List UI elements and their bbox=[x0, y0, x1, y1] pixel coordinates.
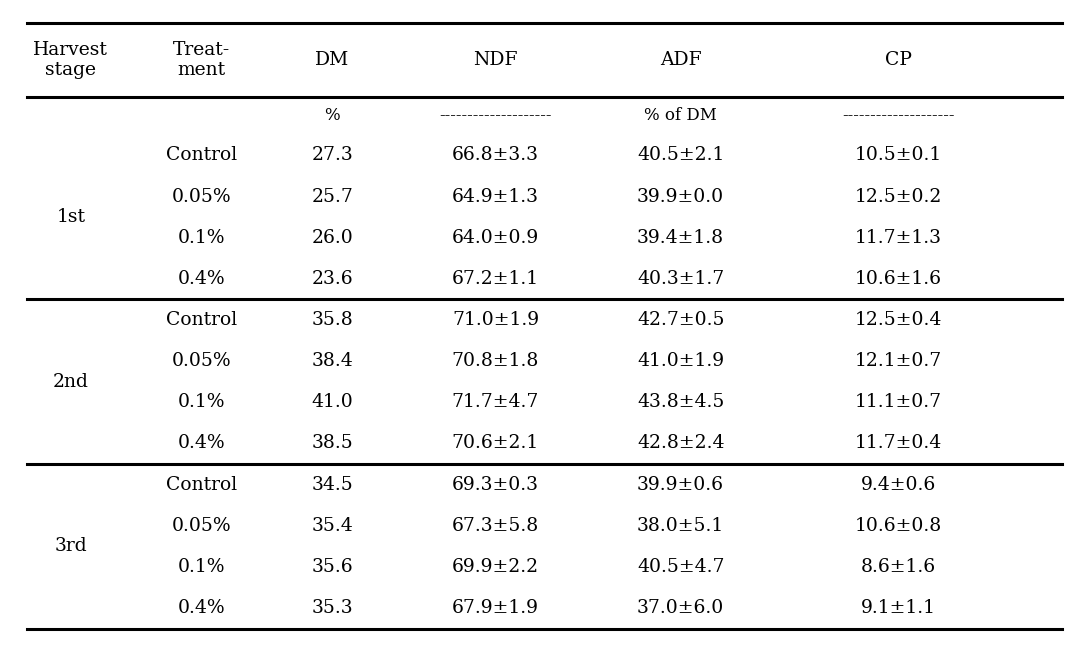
Text: 41.0: 41.0 bbox=[311, 393, 353, 411]
Text: Treat-
ment: Treat- ment bbox=[173, 41, 230, 79]
Text: 12.5±0.2: 12.5±0.2 bbox=[855, 187, 942, 205]
Text: 35.3: 35.3 bbox=[311, 599, 353, 617]
Text: 35.8: 35.8 bbox=[311, 311, 353, 329]
Text: 25.7: 25.7 bbox=[311, 187, 353, 205]
Text: Control: Control bbox=[166, 146, 237, 165]
Text: 10.6±1.6: 10.6±1.6 bbox=[855, 270, 942, 288]
Text: 8.6±1.6: 8.6±1.6 bbox=[861, 558, 935, 576]
Text: 40.5±4.7: 40.5±4.7 bbox=[637, 558, 724, 576]
Text: 40.3±1.7: 40.3±1.7 bbox=[637, 270, 724, 288]
Text: 64.9±1.3: 64.9±1.3 bbox=[452, 187, 539, 205]
Text: Harvest
stage: Harvest stage bbox=[34, 41, 108, 79]
Text: 10.5±0.1: 10.5±0.1 bbox=[855, 146, 942, 165]
Text: % of DM: % of DM bbox=[645, 108, 717, 124]
Text: 35.6: 35.6 bbox=[311, 558, 353, 576]
Text: 42.7±0.5: 42.7±0.5 bbox=[637, 311, 724, 329]
Text: ADF: ADF bbox=[660, 51, 701, 69]
Text: 12.1±0.7: 12.1±0.7 bbox=[855, 352, 942, 370]
Text: 40.5±2.1: 40.5±2.1 bbox=[637, 146, 724, 165]
Text: 27.3: 27.3 bbox=[311, 146, 353, 165]
Text: %: % bbox=[325, 108, 340, 124]
Text: 34.5: 34.5 bbox=[311, 476, 353, 494]
Text: 12.5±0.4: 12.5±0.4 bbox=[855, 311, 942, 329]
Text: 71.0±1.9: 71.0±1.9 bbox=[452, 311, 539, 329]
Text: 39.9±0.6: 39.9±0.6 bbox=[637, 476, 724, 494]
Text: 11.7±0.4: 11.7±0.4 bbox=[855, 434, 942, 452]
Text: CP: CP bbox=[885, 51, 911, 69]
Text: 1st: 1st bbox=[57, 208, 85, 226]
Text: 0.05%: 0.05% bbox=[172, 516, 231, 535]
Text: 9.1±1.1: 9.1±1.1 bbox=[861, 599, 935, 617]
Text: 43.8±4.5: 43.8±4.5 bbox=[637, 393, 724, 411]
Text: NDF: NDF bbox=[474, 51, 517, 69]
Text: 37.0±6.0: 37.0±6.0 bbox=[637, 599, 724, 617]
Text: 71.7±4.7: 71.7±4.7 bbox=[452, 393, 539, 411]
Text: Control: Control bbox=[166, 311, 237, 329]
Text: 41.0±1.9: 41.0±1.9 bbox=[637, 352, 724, 370]
Text: 67.9±1.9: 67.9±1.9 bbox=[452, 599, 539, 617]
Text: 69.9±2.2: 69.9±2.2 bbox=[452, 558, 539, 576]
Text: 0.1%: 0.1% bbox=[178, 558, 225, 576]
Text: 67.2±1.1: 67.2±1.1 bbox=[452, 270, 539, 288]
Text: 0.05%: 0.05% bbox=[172, 187, 231, 205]
Text: 11.7±1.3: 11.7±1.3 bbox=[855, 229, 942, 247]
Text: --------------------: -------------------- bbox=[439, 108, 552, 124]
Text: 39.9±0.0: 39.9±0.0 bbox=[637, 187, 724, 205]
Text: 9.4±0.6: 9.4±0.6 bbox=[860, 476, 937, 494]
Text: 23.6: 23.6 bbox=[311, 270, 353, 288]
Text: 0.05%: 0.05% bbox=[172, 352, 231, 370]
Text: 70.8±1.8: 70.8±1.8 bbox=[452, 352, 539, 370]
Text: 11.1±0.7: 11.1±0.7 bbox=[855, 393, 942, 411]
Text: 69.3±0.3: 69.3±0.3 bbox=[452, 476, 539, 494]
Text: 10.6±0.8: 10.6±0.8 bbox=[855, 516, 942, 535]
Text: 38.4: 38.4 bbox=[311, 352, 353, 370]
Text: Control: Control bbox=[166, 476, 237, 494]
Text: 42.8±2.4: 42.8±2.4 bbox=[637, 434, 724, 452]
Text: 0.4%: 0.4% bbox=[178, 599, 225, 617]
Text: 0.4%: 0.4% bbox=[178, 434, 225, 452]
Text: 38.5: 38.5 bbox=[311, 434, 353, 452]
Text: 38.0±5.1: 38.0±5.1 bbox=[637, 516, 724, 535]
Text: 39.4±1.8: 39.4±1.8 bbox=[637, 229, 724, 247]
Text: 2nd: 2nd bbox=[53, 373, 88, 391]
Text: 67.3±5.8: 67.3±5.8 bbox=[452, 516, 539, 535]
Text: 70.6±2.1: 70.6±2.1 bbox=[452, 434, 539, 452]
Text: 0.4%: 0.4% bbox=[178, 270, 225, 288]
Text: 0.1%: 0.1% bbox=[178, 229, 225, 247]
Text: 66.8±3.3: 66.8±3.3 bbox=[452, 146, 539, 165]
Text: --------------------: -------------------- bbox=[842, 108, 955, 124]
Text: 64.0±0.9: 64.0±0.9 bbox=[452, 229, 539, 247]
Text: 35.4: 35.4 bbox=[311, 516, 353, 535]
Text: 26.0: 26.0 bbox=[311, 229, 353, 247]
Text: 3rd: 3rd bbox=[54, 537, 87, 555]
Text: 0.1%: 0.1% bbox=[178, 393, 225, 411]
Text: DM: DM bbox=[315, 51, 350, 69]
